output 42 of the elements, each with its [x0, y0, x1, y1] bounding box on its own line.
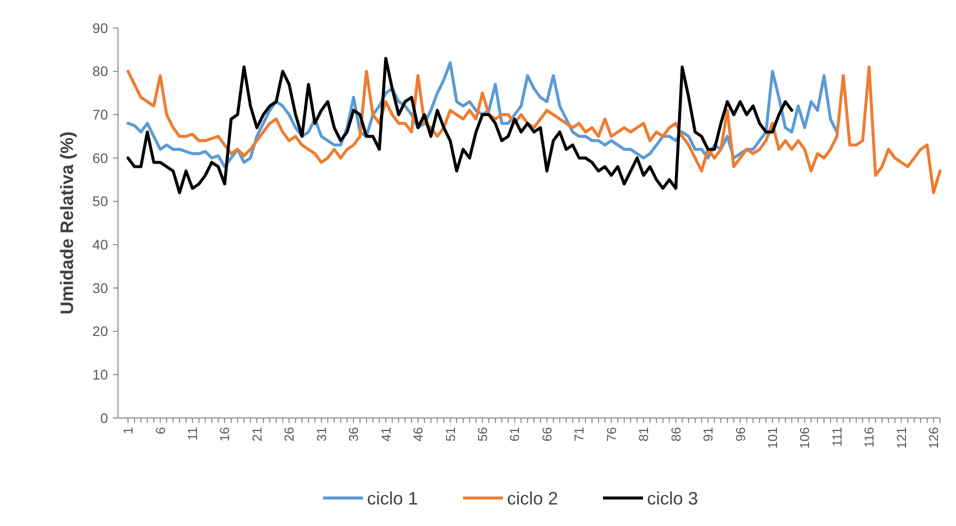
x-tick-label: 116 — [862, 427, 877, 448]
line-series — [126, 56, 794, 194]
x-tick-label: 36 — [346, 427, 362, 442]
x-tick-label: 91 — [700, 427, 716, 442]
x-tick-label: 111 — [829, 427, 844, 447]
y-tick-label: 20 — [92, 323, 108, 340]
x-tick-label: 56 — [474, 427, 490, 442]
y-tick-label: 70 — [92, 106, 108, 123]
x-tick-label: 26 — [282, 427, 297, 442]
x-tick-label: 46 — [410, 427, 426, 442]
x-tick-label: 61 — [507, 427, 522, 442]
x-tick-label: 81 — [636, 427, 652, 442]
x-tick-label: 96 — [732, 427, 748, 442]
legend-label: ciclo 3 — [647, 488, 698, 508]
x-tick-label: 86 — [668, 427, 684, 442]
x-tick-label: 31 — [314, 427, 329, 442]
x-tick-label: 41 — [378, 427, 394, 442]
x-tick-label: 1 — [120, 427, 136, 434]
y-tick-label: 10 — [92, 366, 108, 383]
x-tick-label: 71 — [572, 427, 587, 442]
x-tick-label: 6 — [152, 427, 168, 434]
line-series — [126, 66, 942, 194]
y-axis-title: Umidade Relativa (%) — [57, 131, 77, 315]
x-tick-label: 101 — [764, 427, 780, 449]
y-tick-label: 50 — [92, 193, 108, 210]
y-tick-label: 30 — [92, 280, 108, 296]
x-tick-label: 16 — [217, 427, 232, 442]
legend-label: ciclo 1 — [367, 488, 418, 508]
x-tick-label: 106 — [797, 427, 812, 449]
y-tick-label: 80 — [92, 63, 108, 80]
x-tick-label: 126 — [926, 427, 942, 449]
y-tick-label: 60 — [92, 150, 108, 166]
x-tick-label: 21 — [249, 427, 264, 442]
x-tick-label: 66 — [539, 427, 554, 442]
legend-label: ciclo 2 — [507, 488, 558, 508]
y-tick-label: 90 — [92, 20, 108, 36]
y-tick-label: 40 — [92, 236, 108, 253]
x-tick-label: 51 — [442, 427, 458, 442]
x-tick-label: 121 — [894, 427, 909, 449]
y-tick-label: 0 — [100, 410, 108, 426]
x-tick-label: 11 — [184, 427, 200, 440]
x-tick-label: 76 — [604, 427, 619, 442]
